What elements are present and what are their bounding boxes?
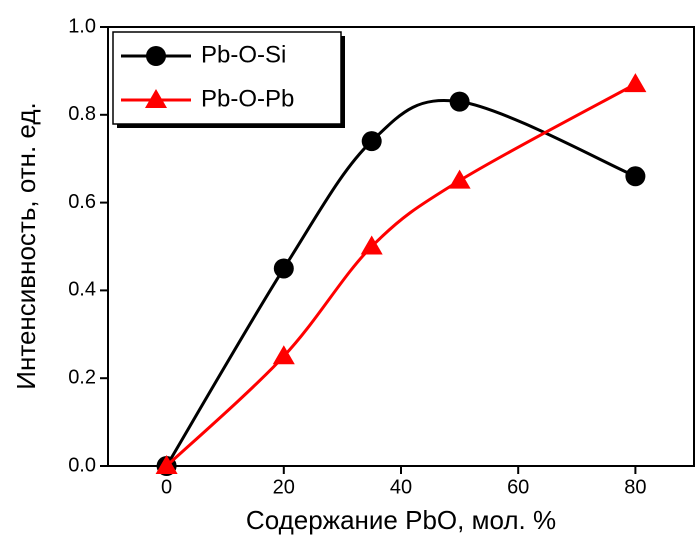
y-axis-label: Интенсивность, отн. ед. bbox=[11, 102, 41, 389]
data-point bbox=[361, 131, 382, 152]
y-tick-label: 1.0 bbox=[68, 15, 96, 37]
data-point bbox=[625, 166, 646, 187]
legend-label: Pb-O-Si bbox=[201, 41, 286, 68]
x-tick-label: 40 bbox=[390, 476, 412, 498]
data-point bbox=[624, 73, 647, 93]
y-tick-label: 0.0 bbox=[68, 454, 96, 476]
x-tick-label: 80 bbox=[624, 476, 646, 498]
legend-marker bbox=[146, 46, 166, 66]
legend-marker bbox=[145, 89, 167, 108]
data-point bbox=[360, 235, 383, 255]
x-tick-label: 20 bbox=[273, 476, 295, 498]
y-tick-label: 0.4 bbox=[68, 279, 96, 301]
x-axis-label: Содержание PbO, мол. % bbox=[246, 505, 556, 535]
data-point bbox=[448, 169, 471, 189]
y-tick-label: 0.6 bbox=[68, 191, 96, 213]
x-tick-label: 60 bbox=[507, 476, 529, 498]
x-tick-label: 0 bbox=[161, 476, 172, 498]
series-line bbox=[165, 99, 636, 467]
y-tick-label: 0.2 bbox=[68, 366, 96, 388]
data-point bbox=[273, 258, 294, 279]
y-tick-label: 0.8 bbox=[68, 103, 96, 125]
data-point bbox=[449, 91, 470, 112]
data-point bbox=[272, 345, 295, 365]
legend-box bbox=[112, 31, 342, 125]
legend-label: Pb-O-Pb bbox=[201, 85, 294, 112]
data-point bbox=[155, 455, 178, 474]
